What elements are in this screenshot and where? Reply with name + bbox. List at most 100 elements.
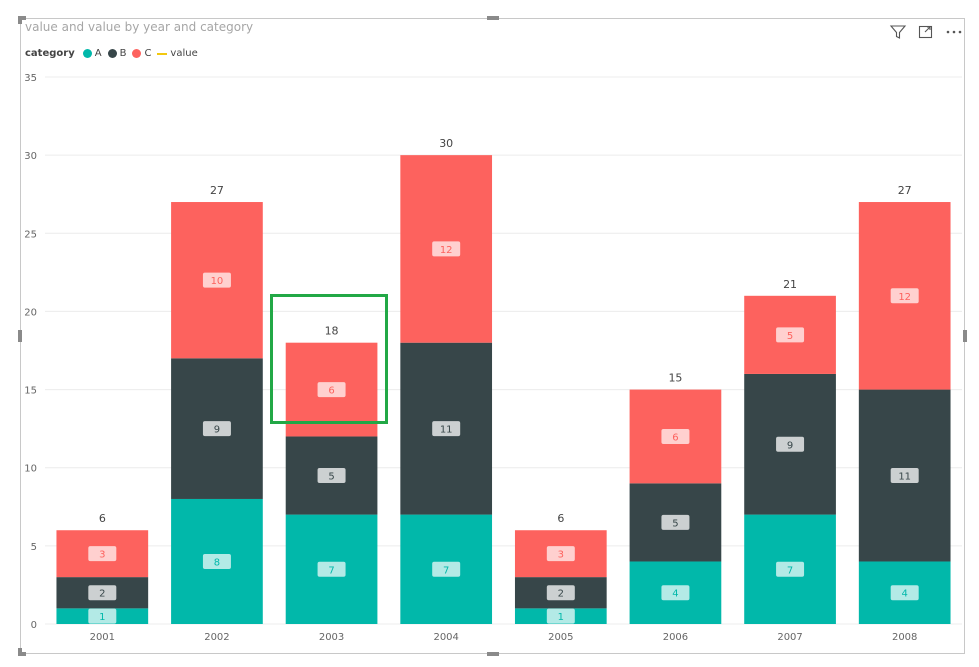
x-tick-label: 2003	[319, 632, 344, 643]
data-label-background	[661, 428, 690, 444]
x-tick-label: 2006	[663, 632, 688, 643]
legend-item-c[interactable]: C	[132, 48, 151, 59]
data-label-background	[661, 514, 690, 530]
data-label-background	[432, 241, 461, 257]
data-label-background	[202, 421, 231, 437]
chart-legend: category A B C value	[25, 48, 200, 59]
more-options-icon[interactable]	[945, 24, 963, 40]
resize-handle-corner[interactable]	[18, 16, 26, 20]
total-label: 30	[439, 137, 453, 150]
data-label-background	[890, 288, 919, 304]
data-label: 1	[99, 612, 105, 623]
data-label-background	[432, 421, 461, 437]
data-label: 12	[898, 292, 911, 303]
legend-item-value[interactable]: value	[157, 48, 198, 59]
legend-label: value	[170, 48, 198, 59]
data-label-background	[88, 585, 117, 601]
data-label-background	[317, 468, 346, 484]
y-tick-label: 20	[24, 307, 37, 318]
legend-label: C	[144, 48, 152, 59]
x-tick-label: 2008	[892, 632, 917, 643]
resize-handle-top[interactable]	[487, 16, 499, 20]
total-label: 21	[783, 278, 797, 291]
data-label: 4	[672, 589, 678, 600]
total-label: 6	[99, 512, 106, 525]
data-label: 3	[558, 550, 564, 561]
data-label: 9	[787, 440, 793, 451]
total-label: 27	[210, 184, 224, 197]
legend-item-b[interactable]: B	[107, 48, 127, 59]
x-tick-label: 2002	[204, 632, 229, 643]
data-label: 1	[558, 612, 564, 623]
data-label: 6	[672, 432, 678, 443]
legend-label: A	[94, 48, 102, 59]
data-label-background	[202, 553, 231, 569]
legend-swatch	[82, 49, 92, 58]
y-tick-label: 10	[24, 464, 37, 475]
data-label: 5	[787, 331, 793, 342]
total-label: 27	[898, 184, 912, 197]
data-label-background	[661, 585, 690, 601]
resize-handle-corner[interactable]	[18, 648, 22, 656]
data-label-background	[776, 327, 805, 343]
resize-handle-corner[interactable]	[18, 652, 26, 656]
data-label: 7	[328, 565, 334, 576]
data-label: 12	[440, 245, 453, 256]
selection-highlight-box	[270, 294, 388, 424]
data-label-background	[776, 561, 805, 577]
data-label-background	[546, 546, 575, 562]
legend-swatch	[107, 49, 117, 58]
data-label-background	[88, 608, 117, 624]
data-label: 3	[99, 550, 105, 561]
data-label: 5	[672, 518, 678, 529]
total-label: 15	[668, 372, 682, 385]
legend-swatch	[132, 49, 142, 58]
focus-mode-icon[interactable]	[917, 24, 935, 40]
y-tick-label: 0	[31, 620, 37, 631]
resize-handle-bottom[interactable]	[487, 652, 499, 656]
data-label-background	[890, 468, 919, 484]
data-label-background	[317, 561, 346, 577]
data-label: 7	[787, 565, 793, 576]
data-label: 9	[214, 425, 220, 436]
data-label-background	[546, 608, 575, 624]
y-tick-label: 30	[24, 151, 37, 162]
y-tick-label: 35	[24, 73, 37, 84]
legend-title: category	[25, 48, 75, 59]
y-tick-label: 5	[31, 542, 37, 553]
x-tick-label: 2001	[90, 632, 115, 643]
data-label: 2	[558, 589, 564, 600]
y-tick-label: 25	[24, 229, 37, 240]
visual-toolbar	[889, 24, 963, 40]
data-label: 11	[898, 472, 911, 483]
data-label-background	[890, 585, 919, 601]
visual-title: value and value by year and category	[25, 20, 254, 34]
y-tick-label: 15	[24, 386, 37, 397]
filter-icon[interactable]	[889, 24, 907, 40]
data-label: 7	[443, 565, 449, 576]
data-label-background	[776, 436, 805, 452]
data-label-background	[88, 546, 117, 562]
legend-item-a[interactable]: A	[82, 48, 102, 59]
data-label-background	[317, 382, 346, 398]
data-label: 4	[902, 589, 908, 600]
data-label: 10	[211, 276, 224, 287]
x-tick-label: 2005	[548, 632, 573, 643]
data-label-background	[202, 272, 231, 288]
total-label: 18	[325, 325, 339, 338]
total-label: 6	[557, 512, 564, 525]
data-label-background	[546, 585, 575, 601]
x-tick-label: 2007	[777, 632, 802, 643]
data-label: 5	[328, 472, 334, 483]
data-label: 6	[328, 386, 334, 397]
resize-handle-right[interactable]	[963, 330, 967, 342]
x-tick-label: 2004	[433, 632, 458, 643]
data-label: 8	[214, 557, 220, 568]
resize-handle-corner[interactable]	[18, 16, 22, 24]
resize-handle-left[interactable]	[18, 330, 22, 342]
data-label: 11	[440, 425, 453, 436]
data-label: 2	[99, 589, 105, 600]
legend-label: B	[119, 48, 127, 59]
legend-swatch	[157, 52, 168, 55]
